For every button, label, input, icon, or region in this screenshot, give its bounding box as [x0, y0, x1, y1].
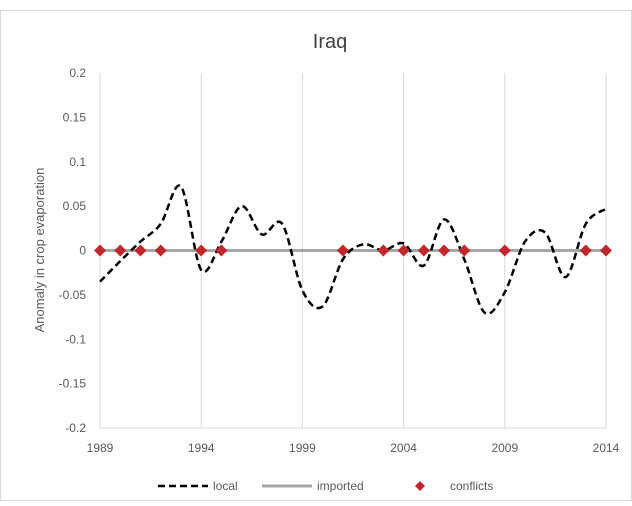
y-tick-label: 0.15 [63, 110, 87, 124]
conflict-marker [134, 244, 147, 257]
conflict-marker [154, 244, 167, 257]
x-tick-label: 2009 [491, 441, 518, 455]
conflict-marker [417, 244, 430, 257]
chart-title: Iraq [313, 31, 347, 53]
conflict-marker [579, 244, 592, 257]
x-tick-label: 2014 [593, 441, 620, 455]
conflict-marker [336, 244, 349, 257]
series-layer [94, 184, 612, 316]
x-tick-label: 1999 [289, 441, 316, 455]
chart-border [0, 10, 632, 501]
y-tick-label: 0 [79, 244, 86, 258]
conflict-marker [397, 244, 410, 257]
conflict-marker [458, 244, 471, 257]
y-tick-label: -0.2 [65, 421, 86, 435]
y-tick-label: 0.05 [63, 199, 87, 213]
y-tick-label: -0.1 [65, 332, 86, 346]
conflict-marker [600, 244, 612, 257]
y-axis-title: Anomaly in crop evaporation [32, 168, 47, 333]
conflict-marker [498, 244, 511, 257]
legend-label-local: local [213, 479, 238, 493]
conflict-marker [195, 244, 208, 257]
legend-swatch-conflicts [415, 481, 425, 491]
y-tick-label: 0.2 [69, 66, 86, 80]
y-tick-label: -0.05 [59, 288, 87, 302]
legend-label-imported: imported [317, 479, 364, 493]
series-local-line [99, 184, 607, 316]
y-tick-label: -0.15 [59, 377, 87, 391]
conflict-marker [94, 244, 106, 257]
conflict-marker [377, 244, 390, 257]
conflict-marker [438, 244, 451, 257]
x-tick-label: 2004 [390, 441, 417, 455]
conflict-marker [215, 244, 228, 257]
y-tick-labels: 0.2 0.15 0.1 0.05 0 -0.05 -0.1 -0.15 -0.2 [59, 66, 87, 435]
x-tick-labels: 1989 1994 1999 2004 2009 2014 [87, 441, 620, 455]
x-tick-label: 1989 [87, 441, 114, 455]
legend: local imported conflicts [158, 479, 493, 493]
x-tick-label: 1994 [188, 441, 215, 455]
legend-label-conflicts: conflicts [450, 479, 493, 493]
conflict-marker [114, 244, 127, 257]
y-tick-label: 0.1 [69, 155, 86, 169]
